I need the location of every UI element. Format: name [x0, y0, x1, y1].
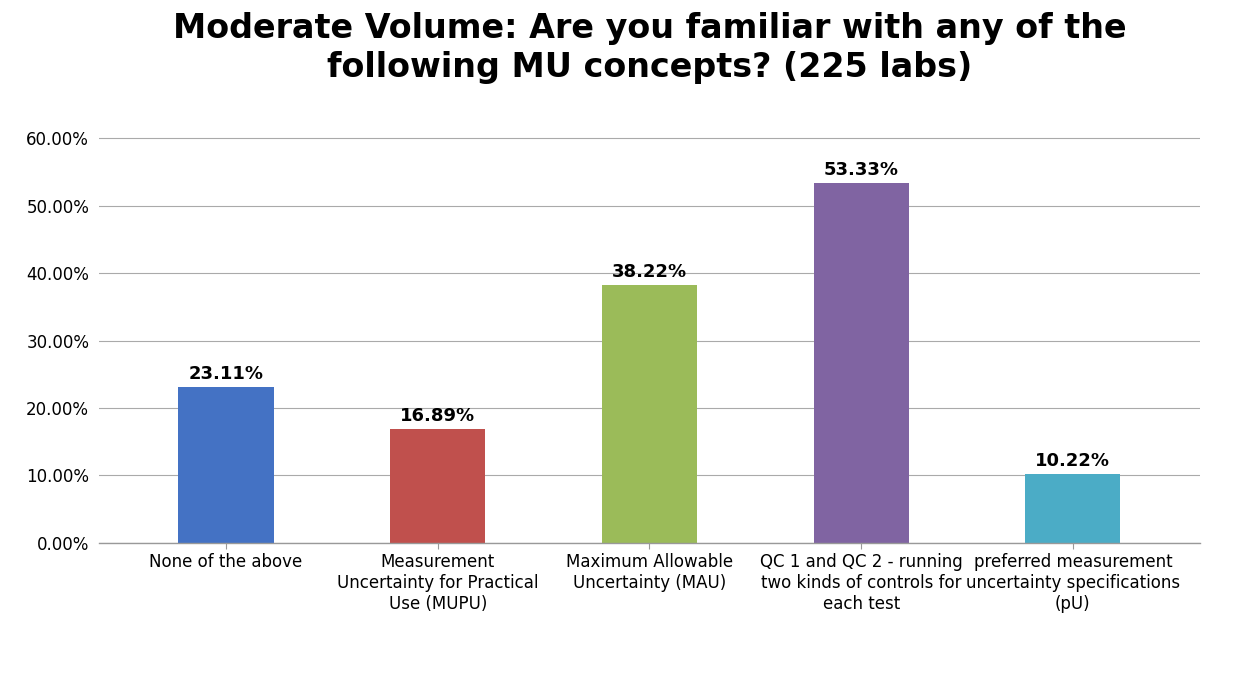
Text: 10.22%: 10.22%: [1035, 452, 1111, 470]
Bar: [1025, 474, 1121, 543]
Bar: [601, 285, 698, 543]
Bar: [178, 387, 273, 543]
Text: 38.22%: 38.22%: [612, 263, 687, 281]
Text: 53.33%: 53.33%: [824, 161, 898, 179]
Bar: [390, 429, 485, 543]
Title: Moderate Volume: Are you familiar with any of the
following MU concepts? (225 la: Moderate Volume: Are you familiar with a…: [173, 13, 1126, 84]
Text: 23.11%: 23.11%: [188, 365, 263, 383]
Text: 16.89%: 16.89%: [400, 407, 475, 425]
Bar: [814, 183, 909, 543]
